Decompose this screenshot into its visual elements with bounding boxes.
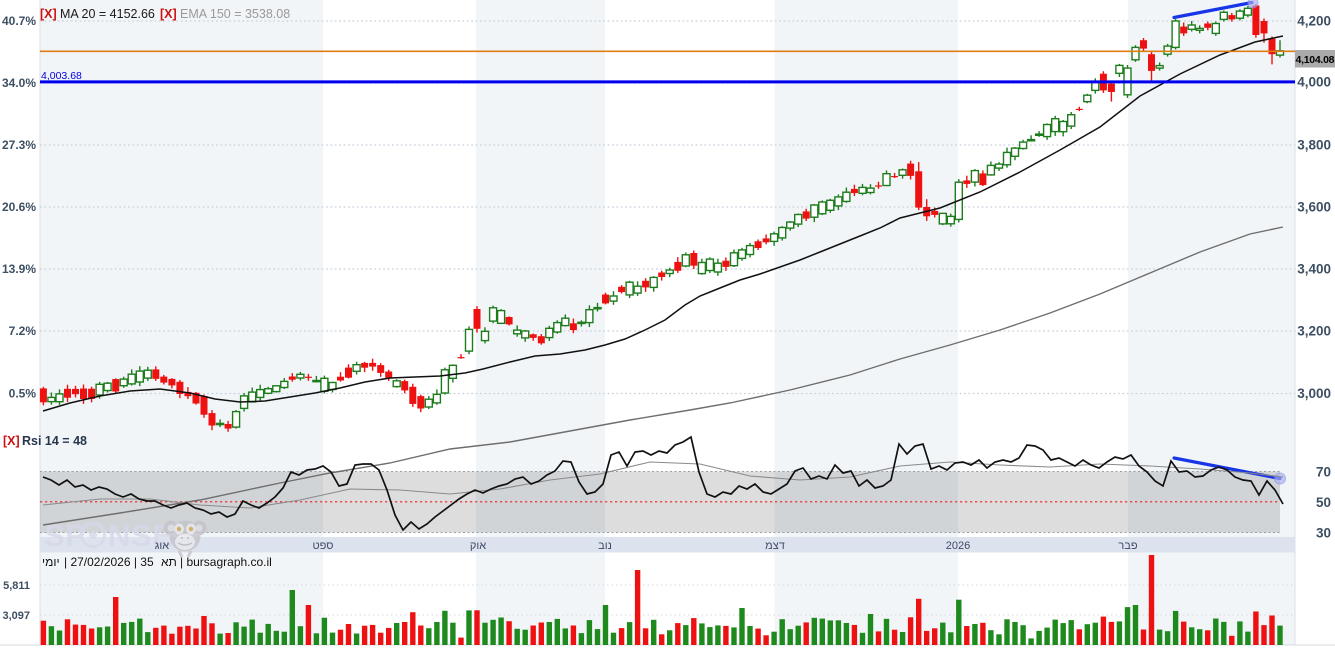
svg-text:[X]: [X] <box>40 7 57 21</box>
svg-text:[X]: [X] <box>160 7 177 21</box>
svg-text:3,200: 3,200 <box>1297 324 1331 339</box>
svg-text:4,200: 4,200 <box>1297 14 1331 29</box>
svg-text:27.3%: 27.3% <box>2 138 36 152</box>
svg-text:| 27/02/2026 | 35: | 27/02/2026 | 35 <box>64 555 154 569</box>
svg-text:Rsi 14 = 48: Rsi 14 = 48 <box>22 434 87 448</box>
svg-text:13.9%: 13.9% <box>2 262 36 276</box>
svg-text:ספט: ספט <box>313 540 334 552</box>
svg-text:תא: תא <box>161 555 177 569</box>
svg-text:3,600: 3,600 <box>1297 200 1331 215</box>
svg-text:4,000: 4,000 <box>1297 75 1331 90</box>
svg-text:דצמ: דצמ <box>765 540 785 552</box>
svg-text:20.6%: 20.6% <box>2 200 36 214</box>
svg-text:פבר: פבר <box>1118 540 1137 552</box>
svg-text:2026: 2026 <box>946 540 970 552</box>
svg-text:30: 30 <box>1316 526 1331 541</box>
svg-text:אוק: אוק <box>470 540 486 552</box>
svg-text:נוב: נוב <box>598 540 612 552</box>
svg-text:יומי: יומי <box>42 555 60 569</box>
svg-text:4,003.68: 4,003.68 <box>41 70 82 82</box>
svg-text:אוג: אוג <box>155 540 170 552</box>
svg-text:| bursagraph.co.il: | bursagraph.co.il <box>180 555 272 569</box>
svg-text:0.5%: 0.5% <box>9 387 37 401</box>
svg-text:70: 70 <box>1316 465 1331 480</box>
svg-text:[X]: [X] <box>3 434 20 448</box>
svg-text:3,000: 3,000 <box>1297 386 1331 401</box>
svg-text:EMA 150 = 3538.08: EMA 150 = 3538.08 <box>180 7 290 21</box>
svg-text:3,097: 3,097 <box>2 610 30 622</box>
svg-text:5,811: 5,811 <box>3 580 30 592</box>
svg-text:34.0%: 34.0% <box>2 76 36 90</box>
svg-text:3,400: 3,400 <box>1297 262 1331 277</box>
svg-text:50: 50 <box>1316 495 1331 510</box>
svg-text:7.2%: 7.2% <box>9 324 37 338</box>
svg-text:40.7%: 40.7% <box>2 14 36 28</box>
svg-text:3,800: 3,800 <box>1297 138 1331 153</box>
svg-text:4,104.08: 4,104.08 <box>1296 54 1335 66</box>
svg-text:MA 20 = 4152.66: MA 20 = 4152.66 <box>60 7 155 21</box>
